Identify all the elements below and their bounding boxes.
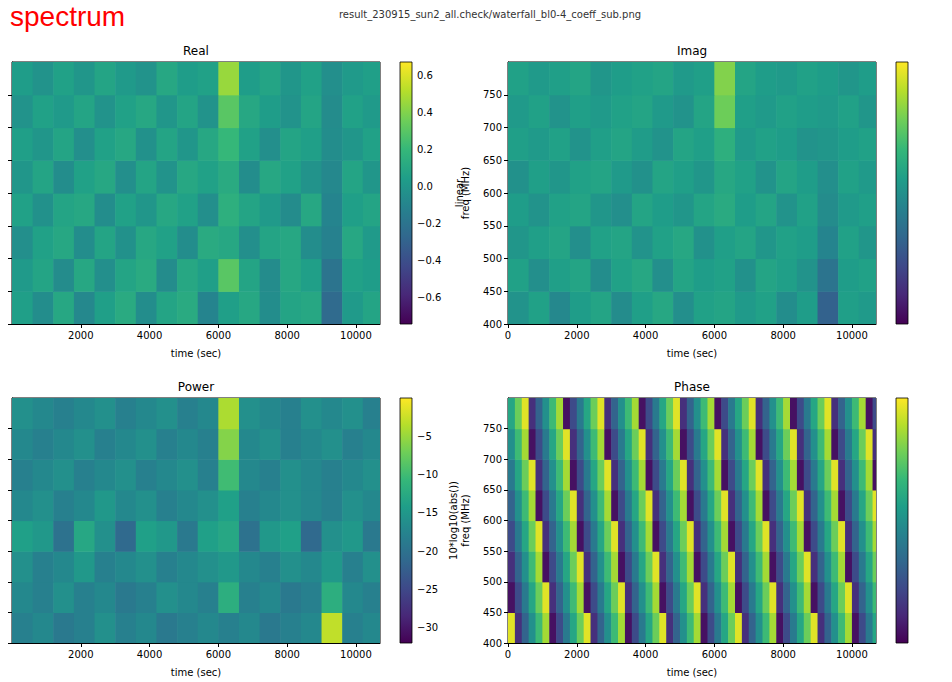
svg-text:result_230915_sun2_all.check/w: result_230915_sun2_all.check/waterfall_b… bbox=[339, 9, 641, 21]
svg-text:Power: Power bbox=[178, 380, 214, 394]
svg-text:8000: 8000 bbox=[274, 330, 299, 341]
svg-text:2000: 2000 bbox=[68, 649, 93, 660]
svg-text:−0.6: −0.6 bbox=[417, 292, 441, 303]
svg-text:0: 0 bbox=[505, 649, 511, 660]
svg-text:0.4: 0.4 bbox=[417, 107, 433, 118]
svg-text:Phase: Phase bbox=[674, 380, 710, 394]
svg-text:400: 400 bbox=[483, 638, 502, 649]
svg-text:Imag: Imag bbox=[677, 44, 707, 58]
svg-text:450: 450 bbox=[483, 607, 502, 618]
svg-text:−0.4: −0.4 bbox=[417, 255, 441, 266]
svg-text:spectrum: spectrum bbox=[10, 1, 125, 32]
svg-text:650: 650 bbox=[483, 484, 502, 495]
svg-text:2000: 2000 bbox=[564, 649, 589, 660]
svg-text:700: 700 bbox=[483, 454, 502, 465]
svg-text:−15: −15 bbox=[417, 507, 438, 518]
svg-text:freq (MHz): freq (MHz) bbox=[460, 494, 471, 546]
svg-text:450: 450 bbox=[483, 286, 502, 297]
svg-text:time (sec): time (sec) bbox=[171, 348, 222, 359]
svg-text:600: 600 bbox=[483, 515, 502, 526]
svg-text:500: 500 bbox=[483, 253, 502, 264]
svg-text:10*log10(abs()): 10*log10(abs()) bbox=[448, 481, 459, 560]
svg-text:−5: −5 bbox=[417, 431, 432, 442]
svg-text:750: 750 bbox=[483, 423, 502, 434]
svg-text:−25: −25 bbox=[417, 584, 438, 595]
svg-text:6000: 6000 bbox=[206, 330, 231, 341]
svg-text:8000: 8000 bbox=[770, 330, 795, 341]
svg-text:600: 600 bbox=[483, 188, 502, 199]
svg-text:−20: −20 bbox=[417, 546, 438, 557]
svg-text:time (sec): time (sec) bbox=[171, 667, 222, 678]
svg-text:8000: 8000 bbox=[770, 649, 795, 660]
svg-text:Real: Real bbox=[183, 44, 209, 58]
svg-text:freq (MHz): freq (MHz) bbox=[460, 167, 471, 219]
svg-text:550: 550 bbox=[483, 546, 502, 557]
svg-text:10000: 10000 bbox=[340, 330, 372, 341]
svg-text:4000: 4000 bbox=[137, 330, 162, 341]
svg-text:10000: 10000 bbox=[340, 649, 372, 660]
svg-text:time (sec): time (sec) bbox=[667, 667, 718, 678]
svg-text:0: 0 bbox=[505, 330, 511, 341]
svg-text:2000: 2000 bbox=[68, 330, 93, 341]
svg-text:−30: −30 bbox=[417, 622, 438, 633]
svg-text:0.6: 0.6 bbox=[417, 70, 433, 81]
svg-text:6000: 6000 bbox=[702, 649, 727, 660]
svg-text:750: 750 bbox=[483, 89, 502, 100]
svg-text:−10: −10 bbox=[417, 469, 438, 480]
svg-text:400: 400 bbox=[483, 319, 502, 330]
svg-text:10000: 10000 bbox=[836, 330, 868, 341]
svg-text:8000: 8000 bbox=[274, 649, 299, 660]
svg-text:10000: 10000 bbox=[836, 649, 868, 660]
svg-text:550: 550 bbox=[483, 220, 502, 231]
svg-text:650: 650 bbox=[483, 155, 502, 166]
svg-text:500: 500 bbox=[483, 576, 502, 587]
svg-text:4000: 4000 bbox=[137, 649, 162, 660]
svg-text:0.2: 0.2 bbox=[417, 144, 433, 155]
svg-text:2000: 2000 bbox=[564, 330, 589, 341]
svg-text:time (sec): time (sec) bbox=[667, 348, 718, 359]
svg-text:6000: 6000 bbox=[206, 649, 231, 660]
svg-text:700: 700 bbox=[483, 122, 502, 133]
svg-text:0.0: 0.0 bbox=[417, 181, 433, 192]
svg-text:4000: 4000 bbox=[633, 649, 658, 660]
svg-text:−0.2: −0.2 bbox=[417, 218, 441, 229]
svg-text:4000: 4000 bbox=[633, 330, 658, 341]
svg-text:6000: 6000 bbox=[702, 330, 727, 341]
